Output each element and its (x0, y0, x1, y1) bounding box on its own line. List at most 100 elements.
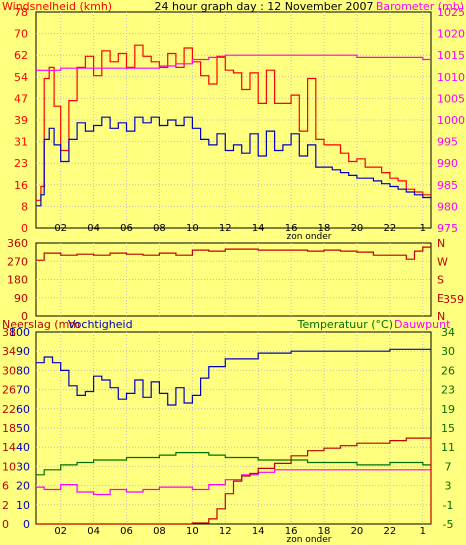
x-tick-label: 12 (219, 223, 232, 234)
climate-panel: Neerslag (mm Vochtigheid Temperatuur (°C… (2, 318, 455, 545)
x-tick-label: 16 (285, 526, 298, 537)
x-tick-label: 22 (383, 526, 396, 537)
x-tick-label: 22 (383, 223, 396, 234)
y-tick-label: 11 (441, 441, 455, 454)
climate-series (36, 348, 432, 525)
y-tick-label: 3 (445, 480, 452, 493)
direction-grid (36, 243, 431, 316)
x-tick-label: 16 (285, 223, 298, 234)
y-tick-label: 1025 (437, 6, 465, 19)
x-tick-label: 08 (153, 526, 166, 537)
x-tick-label: 10 (186, 526, 199, 537)
x-tick-label: 02 (54, 526, 67, 537)
y-tick-label: 18 (2, 422, 16, 435)
y-tick-label: N (437, 310, 445, 323)
wind-plot-area (35, 11, 432, 229)
barometer-line (36, 54, 431, 71)
y-tick-label: 80 (16, 364, 30, 377)
y-tick-label: 975 (437, 222, 458, 235)
x-tick-label: 04 (87, 223, 100, 234)
y-tick-label: 7 (445, 460, 452, 473)
humidity-y-ticks: 0 10 20 30 40 50 60 70 80 90 100 (9, 326, 30, 531)
y-tick-label: 0 (21, 310, 28, 323)
y-tick-label: 50 (16, 422, 30, 435)
baro-y-ticks: 975 980 985 990 995 1000 1005 1010 1015 1020 1025 (437, 6, 465, 235)
y-tick-label: 6 (2, 480, 9, 493)
x-tick-label: 14 (252, 223, 265, 234)
y-tick-label: 54 (14, 71, 28, 84)
x-tick-label: 18 (318, 526, 331, 537)
y-tick-label: W (437, 255, 448, 268)
y-tick-label: 1010 (437, 71, 465, 84)
temperature-axis-label: Temperatuur (°C) (297, 318, 393, 331)
humidity-line (36, 348, 431, 406)
y-tick-label: 31 (14, 136, 28, 149)
wind-series (36, 44, 432, 207)
y-tick-label: 990 (437, 157, 458, 170)
climate-grid (36, 332, 431, 524)
y-tick-label: 26 (441, 364, 455, 377)
wind-gust-line (36, 44, 431, 201)
x-tick-label: 1 (420, 223, 426, 234)
x-tick-label: 06 (120, 223, 133, 234)
y-tick-label: E (437, 292, 444, 305)
y-tick-label: 1000 (437, 114, 465, 127)
x-tick-label: 04 (87, 526, 100, 537)
y-tick-label: 15 (441, 422, 455, 435)
y-tick-label: 985 (437, 179, 458, 192)
x-tick-label: 08 (153, 223, 166, 234)
y-tick-label: 19 (441, 403, 455, 416)
y-tick-label: -1 (443, 499, 454, 512)
wind-x-ticks: 02 04 06 08 10 12 14 16 18 20 22 1 (54, 223, 426, 234)
y-tick-label: 23 (14, 157, 28, 170)
rain-axis-label: Neerslag (mm (2, 318, 80, 331)
y-tick-label: 0 (23, 518, 30, 531)
baro-axis-label: Barometer (mb) (376, 0, 464, 13)
y-tick-label: 995 (437, 136, 458, 149)
temperature-y-ticks: -5 -1 3 7 11 15 19 23 26 30 34 (441, 326, 455, 531)
y-tick-label: 8 (21, 200, 28, 213)
y-tick-label: 22 (2, 403, 16, 416)
y-tick-label: 47 (14, 92, 28, 105)
x-tick-label: 06 (120, 526, 133, 537)
y-tick-label: 100 (9, 326, 30, 339)
y-tick-label: 23 (441, 384, 455, 397)
y-tick-label: 78 (14, 6, 28, 19)
y-tick-label: 38 (2, 326, 16, 339)
humidity-axis-label: Vochtigheid (68, 318, 133, 331)
direction-current-value: 359 (443, 293, 464, 306)
climate-x-label: zon onder (287, 535, 332, 545)
wind-axis-label: Windsnelheid (kmh) (2, 0, 112, 13)
temperature-line (36, 452, 431, 476)
y-tick-label: 0 (21, 222, 28, 235)
y-tick-label: 90 (14, 292, 28, 305)
y-tick-label: 270 (7, 255, 28, 268)
wind-y-ticks: 0 8 16 23 31 39 47 54 62 70 78 (14, 6, 28, 235)
y-tick-label: 1015 (437, 49, 465, 62)
y-tick-label: 30 (16, 460, 30, 473)
x-tick-label: 10 (186, 223, 199, 234)
y-tick-label: 14 (2, 441, 16, 454)
x-tick-label: 02 (54, 223, 67, 234)
x-tick-label: 20 (351, 223, 364, 234)
wind-baro-panel: Windsnelheid (kmh) 24 hour graph day : 1… (2, 0, 465, 242)
x-tick-label: 12 (219, 526, 232, 537)
x-tick-label: 20 (351, 526, 364, 537)
climate-x-ticks: 02 04 06 08 10 12 14 16 18 20 22 1 (54, 526, 426, 537)
y-tick-label: 34 (2, 345, 16, 358)
y-tick-label: 30 (441, 345, 455, 358)
direction-series (36, 246, 431, 261)
y-tick-label: 62 (14, 49, 28, 62)
y-tick-label: 16 (14, 179, 28, 192)
dewpoint-axis-label: Dauwpunt (394, 318, 451, 331)
y-tick-label: 90 (16, 345, 30, 358)
y-tick-label: 980 (437, 200, 458, 213)
y-tick-label: 34 (441, 326, 455, 339)
y-tick-label: 0 (2, 518, 9, 531)
y-tick-label: 30 (2, 364, 16, 377)
wind-direction-line (36, 246, 431, 261)
